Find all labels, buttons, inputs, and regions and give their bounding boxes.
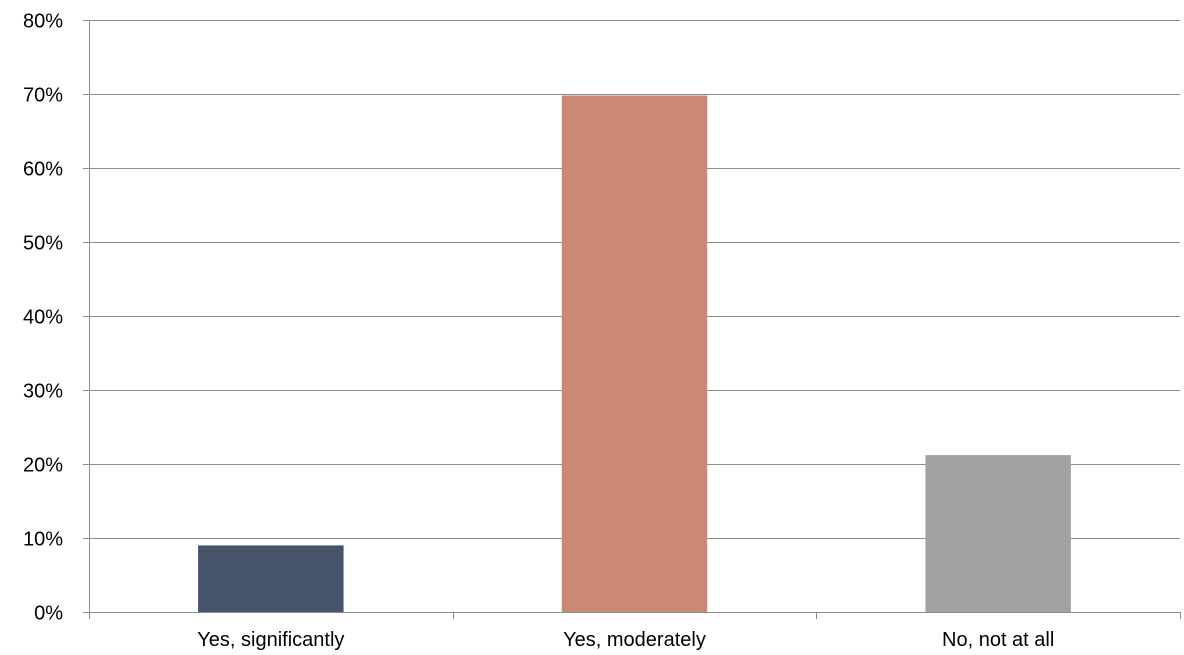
labels: 0% 10% 20% 30% 40% 50% 60% 70% 80% Yes, significa… [23, 11, 1054, 652]
y-tick-label: 30% [23, 381, 63, 403]
y-tick-label: 50% [23, 233, 63, 255]
y-tick-label: 20% [23, 455, 63, 477]
axes [83, 20, 1181, 619]
bar [925, 455, 1071, 612]
x-category-label: Yes, significantly [197, 629, 344, 651]
y-tick-label: 60% [23, 159, 63, 181]
x-category-label: Yes, moderately [563, 629, 706, 651]
y-tick-label: 10% [23, 529, 63, 551]
y-tick-label: 40% [23, 307, 63, 329]
x-category-label: No, not at all [942, 629, 1054, 651]
bar [561, 95, 708, 613]
y-tick-label: 0% [34, 603, 63, 625]
bars [198, 95, 1071, 613]
bar [198, 545, 344, 612]
y-tick-label: 80% [23, 11, 63, 33]
y-tick-label: 70% [23, 85, 63, 107]
